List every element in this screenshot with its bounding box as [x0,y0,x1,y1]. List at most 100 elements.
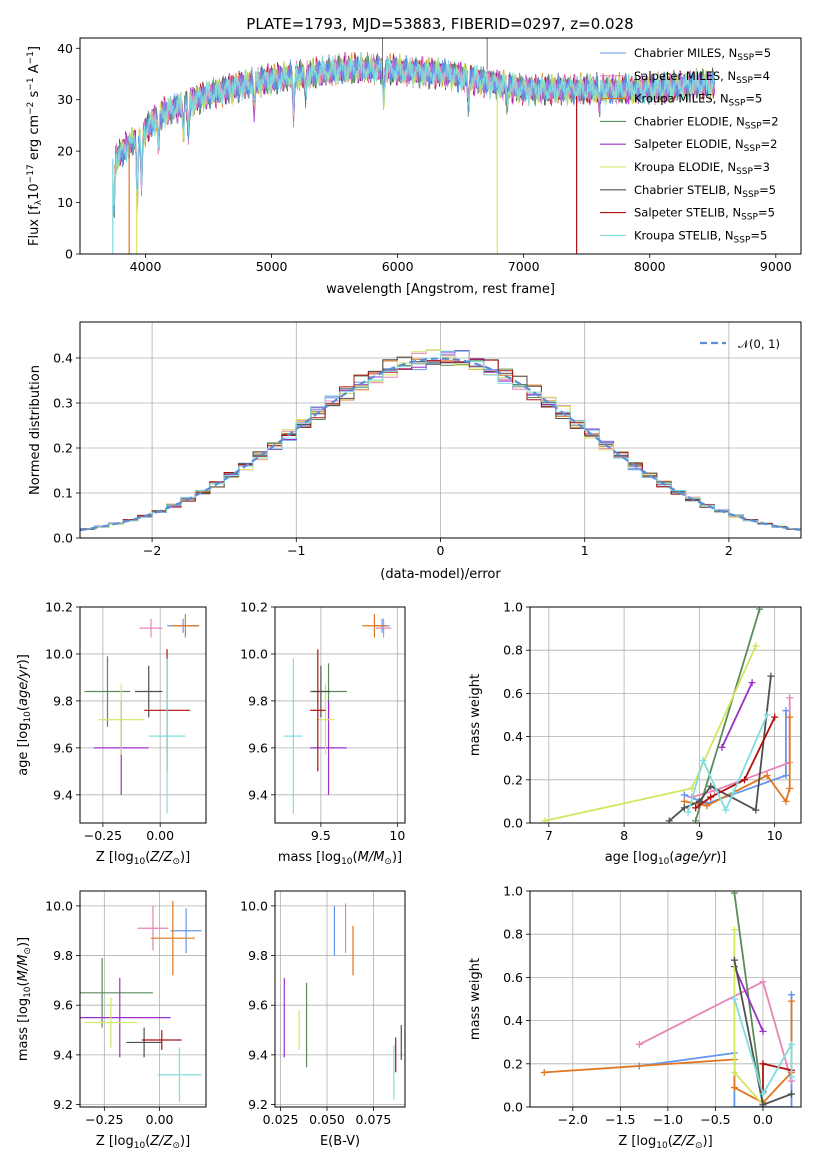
x-tick-label: 10 [389,828,405,843]
weight-marker-7 [752,806,760,814]
y-tick-label: 0 [65,247,73,262]
weight-marker-9 [759,1090,767,1098]
weight-marker-9 [787,1073,795,1081]
x-tick-label: −1 [287,543,305,558]
weight-marker-3 [540,1068,548,1076]
axes-frame [79,890,207,1108]
weight-marker-2 [635,1040,643,1048]
y-tick-label: 0.4 [503,729,523,744]
y-tick-label: 10.2 [45,600,73,615]
x-tick-label: −2.0 [558,1112,588,1127]
weight-marker-4 [730,891,738,897]
weight-marker-3 [763,771,771,779]
weight-line-7 [668,675,772,822]
y-tick-label: 10.0 [240,646,268,661]
weight-marker-1 [782,707,790,715]
y-tick-label: 0.3 [53,396,73,411]
plot-area [84,614,200,814]
plot-area [80,349,801,532]
spectrum-panel: 4000 5000 6000 7000 8000 9000 0 10 20 30 40 wavelen… [26,37,802,297]
weight-marker-6 [730,926,738,934]
weight-marker-3 [703,802,711,810]
y-tick-label: 0.8 [503,927,523,942]
y-tick-label: 9.6 [53,740,73,755]
weight-marker-4 [756,607,764,613]
y-tick-label: 0.2 [503,772,523,787]
x-tick-label: −1.5 [605,1112,635,1127]
weight-marker-7 [707,782,715,790]
legend-label-5: Salpeter ELODIE, NSSP=2 [634,137,777,154]
y-axis-label: age [log10(age/yr)] [16,654,33,776]
weight-marker-7 [695,797,703,805]
weight-marker-1 [730,1103,738,1107]
legend-label-4: Chabrier ELODIE, NSSP=2 [634,114,779,131]
axes-frame [79,606,207,824]
histogram-step-9 [80,350,801,532]
y-tick-label: 0.2 [53,441,73,456]
y-tick-label: 9.4 [248,1047,268,1062]
legend-label-7: Chabrier STELIB, NSSP=5 [634,183,776,200]
weight-marker-7 [767,672,775,680]
weight-marker-3 [786,713,794,721]
y-tick-label: 0.8 [503,643,523,658]
y-tick-label: 30 [57,92,73,107]
x-tick-label: 8000 [634,259,666,274]
x-tick-label: 0.00 [146,1112,174,1127]
x-tick-label: 6000 [382,259,414,274]
weight-marker-3 [786,784,794,792]
y-tick-label: 0.0 [53,531,73,546]
weight-marker-9 [787,1040,795,1048]
weight-line-5 [733,966,764,1032]
axes-frame [79,37,802,255]
y-tick-label: 0.2 [503,1056,523,1071]
weight-marker-9 [722,806,730,814]
weight-marker-3 [680,797,688,805]
y-tick-label: 9.2 [248,1097,268,1112]
weight-line-9 [733,998,793,1097]
legend-label-3: Kroupa MILES, NSSP=5 [634,92,762,109]
y-tick-label: 20 [57,144,73,159]
weight-marker-1 [787,991,795,999]
weight-marker-1 [787,1103,795,1107]
weight-marker-4 [692,817,700,823]
weight-marker-2 [786,694,794,702]
y-tick-label: 40 [57,41,73,56]
x-tick-label: 8 [620,828,628,843]
x-axis-label: Z [log10(Z/Z⊙)] [96,850,190,867]
weight-marker-9 [763,711,771,719]
x-tick-label: 7000 [508,259,540,274]
y-tick-label: 10.2 [240,600,268,615]
x-tick-label: 0.00 [146,828,174,843]
y-tick-label: 9.4 [53,1047,73,1062]
legend: Chabrier MILES, NSSP=5 Salpeter MILES, NS… [600,46,779,245]
legend-label-8: Salpeter STELIB, NSSP=5 [634,206,775,223]
legend-label-6: Kroupa ELODIE, NSSP=3 [634,160,770,177]
age-vs-Z-panel: −0.25 0.00 9.4 9.6 9.8 10.0 10.2 Z [log10(Z/Z⊙)… [16,600,207,867]
weight-marker-7 [680,804,688,812]
weight-marker-7 [730,956,738,964]
x-tick-label: −0.5 [700,1112,730,1127]
plot-area [540,891,795,1107]
legend-label-2: Salpeter MILES, NSSP=4 [634,69,770,86]
weight-marker-2 [759,978,767,986]
axes-frame [529,890,802,1108]
weight-marker-6 [752,642,760,650]
age-vs-mass-panel: 9.5 10 9.4 9.6 9.8 10.0 10.2 mass [log10(M/M⊙)] [240,600,406,867]
figure-title: PLATE=1793, MJD=53883, FIBERID=0297, z=0… [246,15,633,33]
y-axis-label: Flux [fλ10−17 erg cm−2 s−1 A−1] [26,46,44,246]
x-tick-label: −1.0 [653,1112,683,1127]
weight-marker-7 [759,1101,767,1107]
y-tick-label: 1.0 [503,884,523,899]
y-axis-label: mass weight [468,674,483,756]
x-tick-label: −0.25 [84,828,122,843]
x-axis-label: wavelength [Angstrom, rest frame] [326,282,555,297]
plot-area [283,903,402,1100]
axes-frame [274,606,406,824]
x-tick-label: −2 [143,543,161,558]
weight-line-9 [687,714,768,813]
x-tick-label: 1 [581,543,589,558]
weight-marker-1 [680,791,688,799]
x-axis-label: mass [log10(M/M⊙)] [278,850,402,867]
y-tick-label: 9.8 [248,948,268,963]
